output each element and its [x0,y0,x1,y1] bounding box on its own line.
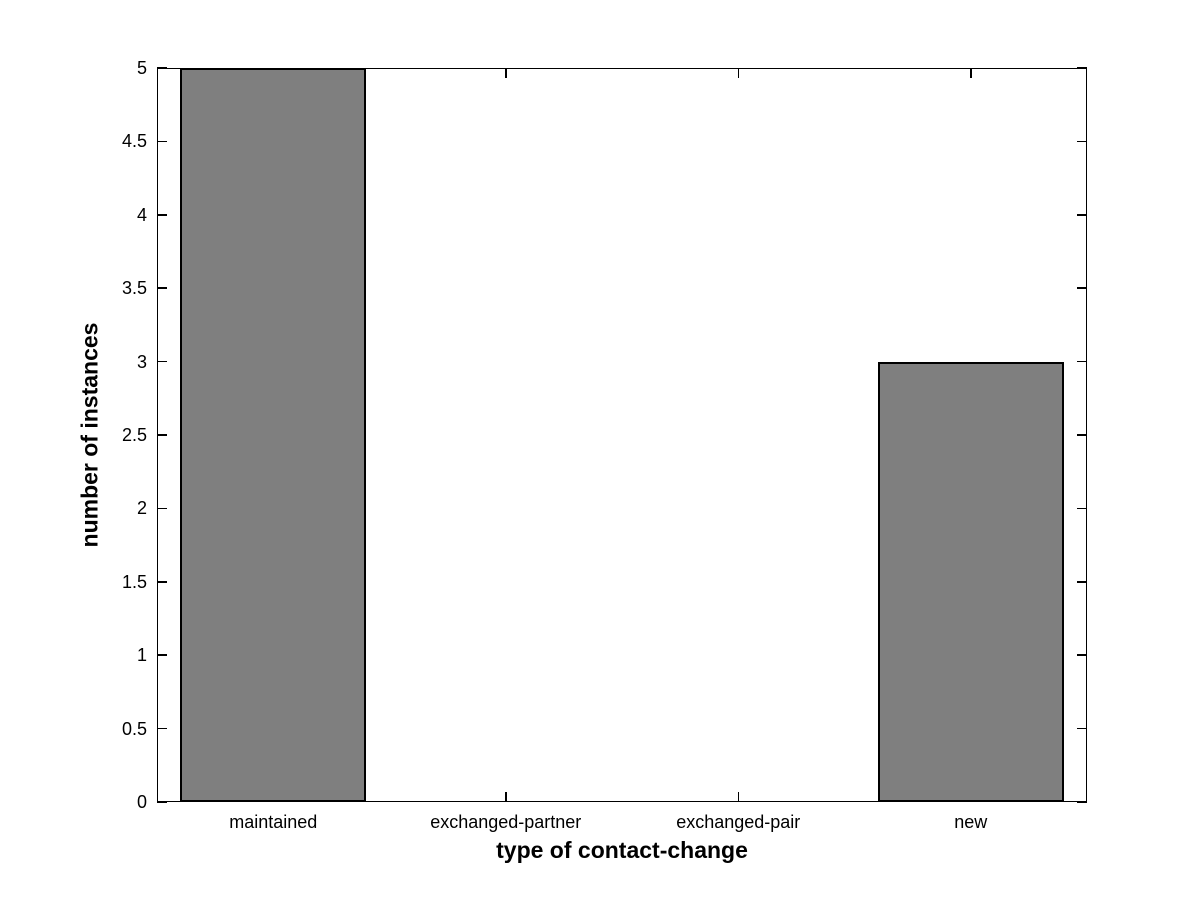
y-tick-label: 3 [136,351,147,372]
y-tick-mark-right [1077,507,1087,510]
x-tick-mark-bottom [505,792,507,802]
y-tick-label: 2 [136,498,147,519]
y-tick-mark-right [1077,67,1087,69]
x-tick-mark-top [505,68,507,78]
y-tick-mark-right [1077,801,1087,803]
y-tick-label: 4 [136,204,147,225]
y-tick-label: 1.5 [121,571,147,592]
y-tick-label: 2.5 [121,425,147,445]
y-tick-label: 1 [136,645,147,666]
y-tick-mark-left [157,507,167,510]
bar-maintained [180,68,367,802]
y-tick-mark-right [1077,581,1087,583]
y-tick-mark-left [157,360,167,363]
y-tick-mark-left [157,140,167,143]
x-tick-mark-bottom [737,792,739,802]
y-tick-label: 0.5 [121,718,147,739]
y-tick-mark-right [1077,140,1087,143]
x-tick-label: maintained [229,812,318,832]
y-tick-mark-left [157,287,167,289]
y-tick-mark-left [157,214,167,216]
y-tick-mark-right [1077,434,1087,436]
y-tick-mark-right [1077,287,1087,289]
y-tick-mark-left [157,67,167,69]
y-tick-label: 3.5 [121,278,147,299]
y-tick-mark-left [157,654,167,656]
y-tick-mark-right [1077,214,1087,216]
y-tick-mark-left [157,801,167,803]
x-tick-mark-top [970,68,972,78]
y-tick-mark-right [1077,360,1087,363]
x-tick-label: exchanged-pair [676,812,801,832]
x-tick-label: new [954,812,988,832]
y-tick-mark-left [157,434,167,436]
y-tick-label: 0 [136,792,147,812]
y-tick-label: 5 [136,58,147,78]
y-tick-mark-right [1077,654,1087,656]
y-tick-mark-right [1077,727,1087,730]
x-tick-label: exchanged-partner [430,812,582,832]
y-tick-mark-left [157,727,167,730]
x-tick-mark-top [737,68,739,78]
y-tick-label: 4.5 [121,131,147,152]
y-tick-mark-left [157,581,167,583]
x-axis-title: type of contact-change [496,837,748,863]
bar-new [877,361,1064,802]
